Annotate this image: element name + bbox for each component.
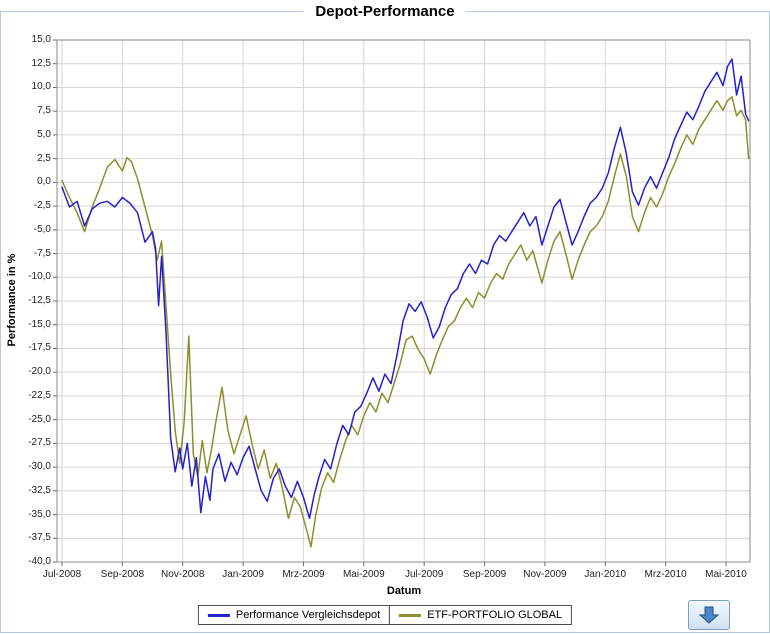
legend: Performance Vergleichsdepot ETF-PORTFOLI… [197,605,573,625]
chart-title: Depot-Performance [303,3,467,20]
plot-area [53,39,751,566]
legend-item-vergleichsdepot: Performance Vergleichsdepot [197,605,391,625]
x-axis-label: Datum [386,585,422,597]
legend-item-etf-portfolio: ETF-PORTFOLIO GLOBAL [389,605,573,625]
legend-label: Performance Vergleichsdepot [235,609,381,621]
down-arrow-icon [698,606,720,624]
scroll-down-button[interactable] [688,600,730,630]
olive-line-swatch [399,613,422,617]
blue-line-swatch [207,613,230,617]
y-axis-label: Performance in % [6,253,18,347]
legend-label: ETF-PORTFOLIO GLOBAL [427,609,563,621]
